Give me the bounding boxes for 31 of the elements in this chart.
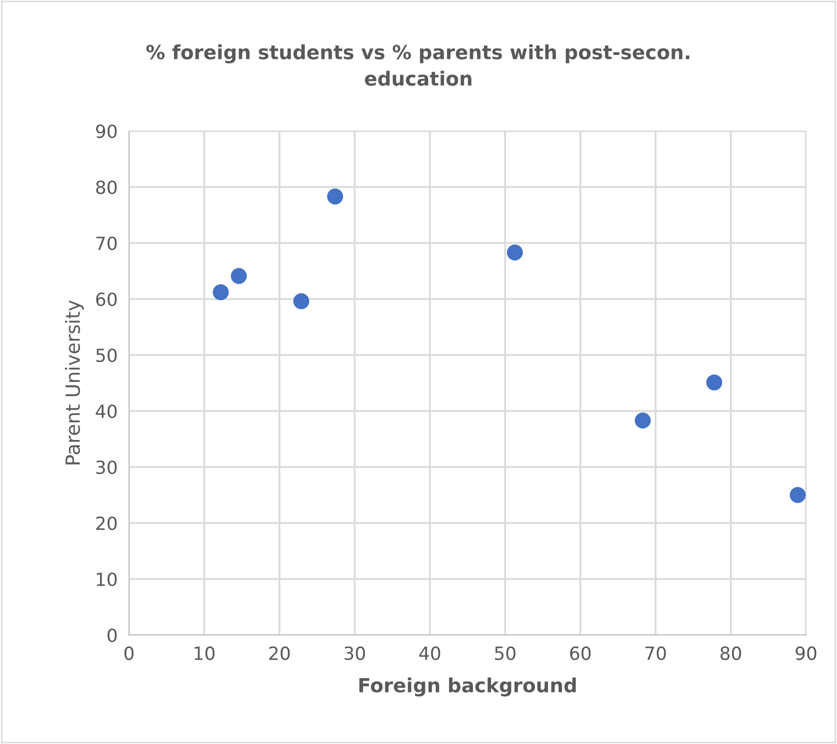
y-tick-label: 80 xyxy=(96,180,117,194)
y-axis-title: Parent University xyxy=(64,300,84,464)
point xyxy=(506,244,523,260)
y-tick-label: 0 xyxy=(108,628,117,642)
x-tick-label: 20 xyxy=(269,646,290,660)
y-tick-label: 60 xyxy=(96,292,117,306)
x-tick-label: 90 xyxy=(796,646,816,660)
y-tick-label: 20 xyxy=(96,516,117,530)
x-tick-label: 50 xyxy=(495,646,516,660)
y-tick-label: 40 xyxy=(96,404,117,418)
point xyxy=(634,412,651,428)
point xyxy=(790,487,806,503)
y-tick-label: 70 xyxy=(96,236,117,250)
point xyxy=(327,188,344,204)
x-tick-label: 80 xyxy=(720,646,742,660)
x-tick-label: 30 xyxy=(344,646,365,660)
y-tick-label: 30 xyxy=(96,460,117,474)
point xyxy=(230,268,247,284)
point xyxy=(706,374,722,390)
chart-title: % foreign students vs % parents with post-secon. education xyxy=(146,44,690,86)
point xyxy=(293,293,310,310)
x-tick-label: 10 xyxy=(194,646,215,660)
y-tick-label: 50 xyxy=(96,348,117,362)
x-tick-label: 70 xyxy=(646,646,666,660)
x-tick-label: 0 xyxy=(124,646,134,660)
x-tick-label: 60 xyxy=(570,646,591,660)
point xyxy=(212,284,229,300)
x-tick-label: 40 xyxy=(419,646,440,660)
y-tick-label: 90 xyxy=(96,124,117,138)
y-tick-label: 10 xyxy=(96,572,117,586)
x-axis-title: Foreign background xyxy=(359,677,576,696)
